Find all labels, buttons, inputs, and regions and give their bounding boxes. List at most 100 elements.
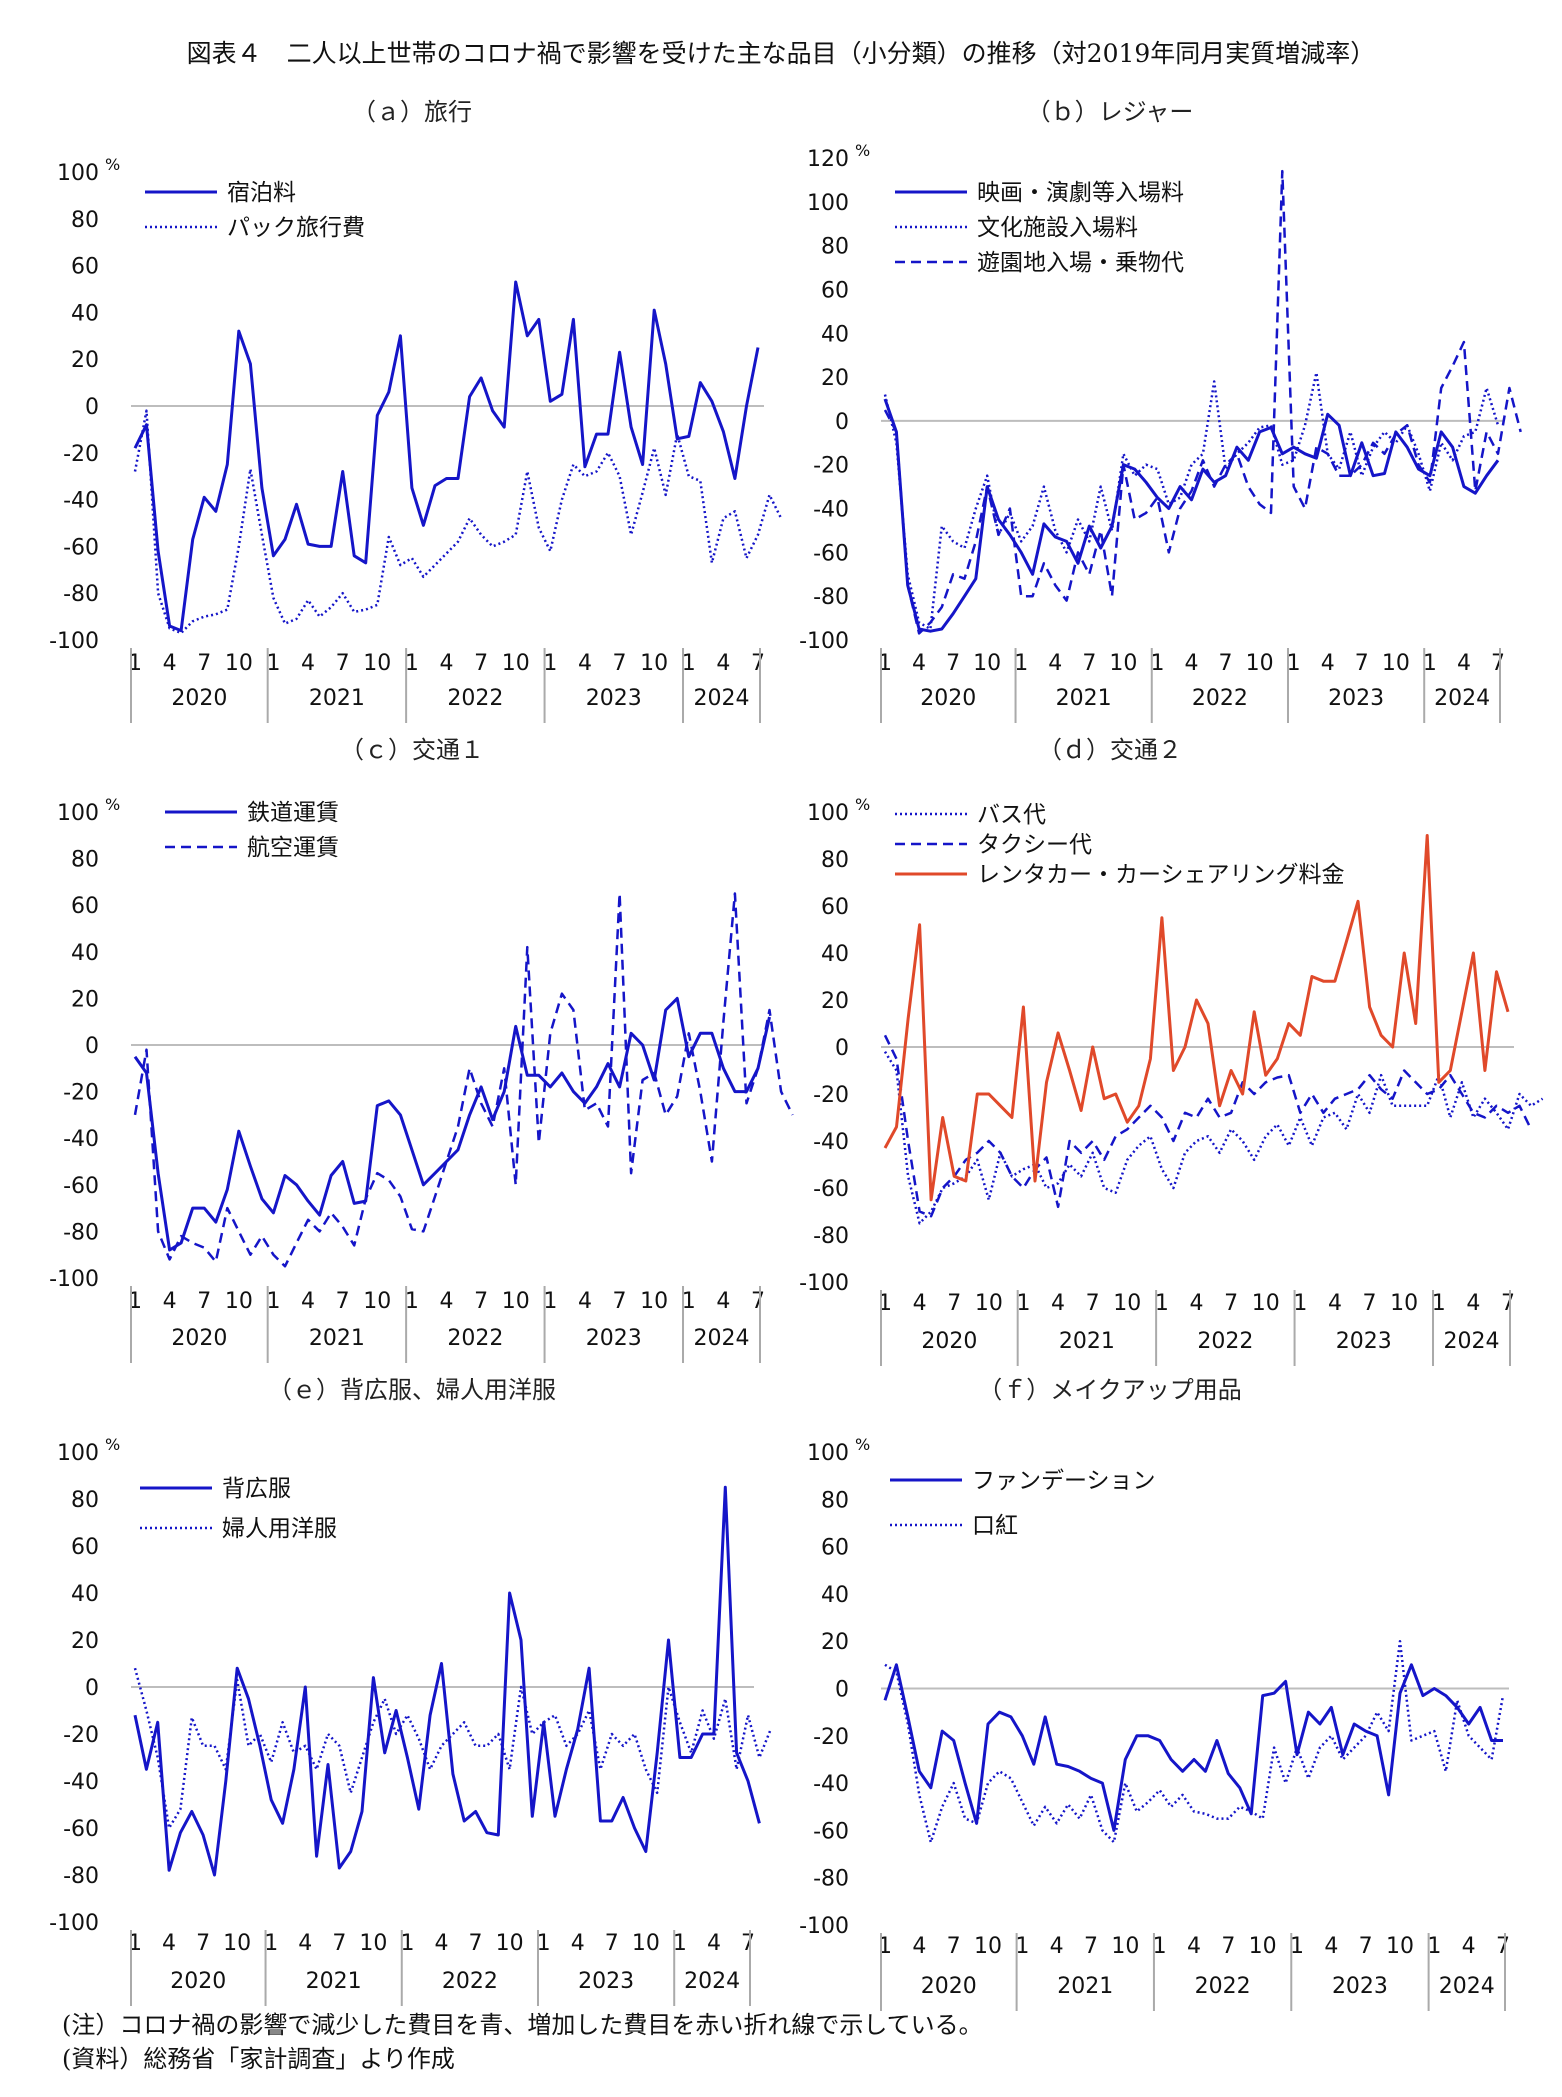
y-tick-label: 20: [821, 989, 849, 1014]
y-tick-label: -80: [813, 1867, 849, 1892]
year-label: 2022: [447, 686, 503, 711]
x-tick-label: 1: [1014, 651, 1028, 676]
x-tick-label: 7: [197, 651, 211, 676]
figure-title: 図表４ 二人以上世帯のコロナ禍で影響を受けた主な品目（小分類）の推移（対2019…: [186, 39, 1376, 68]
x-tick-label: 7: [336, 1289, 350, 1314]
y-tick-label: 80: [71, 1488, 99, 1513]
year-label: 2023: [586, 686, 642, 711]
y-tick-label: 80: [71, 208, 99, 233]
x-tick-label: 1: [1427, 1934, 1441, 1959]
series-line-e-0: [133, 1485, 761, 1877]
y-tick-label: 60: [71, 1535, 99, 1560]
x-tick-label: 1: [405, 1289, 419, 1314]
y-tick-label: 40: [821, 322, 849, 347]
x-tick-label: 7: [613, 1289, 627, 1314]
x-tick-label: 7: [474, 1289, 488, 1314]
year-label: 2024: [694, 686, 750, 711]
y-unit-label: %: [105, 795, 120, 814]
x-tick-label: 1: [543, 651, 557, 676]
series-line-b-1: [883, 371, 1500, 631]
series-line-f-1: [884, 1639, 1505, 1844]
panel-label: （ｅ）背広服、婦人用洋服: [268, 1376, 556, 1404]
year-label: 2020: [170, 1969, 226, 1994]
x-tick-label: 7: [741, 1931, 755, 1956]
x-tick-label: 4: [440, 1289, 454, 1314]
x-tick-label: 1: [682, 651, 696, 676]
series-line-d-0: [883, 1051, 1544, 1225]
x-tick-label: 1: [682, 1289, 696, 1314]
x-tick-label: 7: [1363, 1291, 1377, 1316]
x-tick-label: 10: [974, 1934, 1002, 1959]
y-tick-label: 100: [807, 191, 849, 216]
x-tick-label: 7: [1355, 651, 1369, 676]
x-tick-label: 4: [301, 651, 315, 676]
x-tick-label: 1: [1290, 1934, 1304, 1959]
x-tick-label: 1: [1432, 1291, 1446, 1316]
x-tick-label: 4: [1466, 1291, 1480, 1316]
y-unit-label: %: [855, 795, 870, 814]
series-line-f-0: [883, 1663, 1503, 1832]
year-label: 2021: [309, 686, 365, 711]
x-tick-label: 1: [264, 1931, 278, 1956]
x-tick-label: 7: [196, 1931, 210, 1956]
y-tick-label: 40: [71, 1582, 99, 1607]
x-tick-label: 7: [469, 1931, 483, 1956]
year-label: 2020: [920, 686, 976, 711]
x-tick-label: 7: [1082, 651, 1096, 676]
y-tick-label: 80: [821, 1488, 849, 1513]
year-label: 2023: [1328, 686, 1384, 711]
y-tick-label: -80: [63, 1864, 99, 1889]
legend-label: 宿泊料: [227, 180, 296, 206]
y-unit-label: %: [855, 1435, 870, 1454]
y-tick-label: 100: [57, 1441, 99, 1466]
x-tick-label: 7: [947, 1291, 961, 1316]
x-tick-label: 10: [1246, 651, 1274, 676]
x-tick-label: 4: [707, 1931, 721, 1956]
y-tick-label: 80: [71, 848, 99, 873]
y-tick-label: -100: [49, 1267, 99, 1292]
x-tick-label: 7: [1219, 651, 1233, 676]
year-label: 2022: [442, 1969, 498, 1994]
x-tick-label: 10: [223, 1931, 251, 1956]
x-tick-label: 4: [163, 651, 177, 676]
y-tick-label: -60: [63, 1817, 99, 1842]
x-tick-label: 1: [537, 1931, 551, 1956]
y-unit-label: %: [855, 141, 870, 160]
y-tick-label: 20: [821, 1630, 849, 1655]
series-line-c-1: [133, 892, 794, 1268]
year-label: 2024: [1439, 1974, 1495, 1999]
y-tick-label: 120: [807, 147, 849, 172]
y-tick-label: -40: [813, 1772, 849, 1797]
year-label: 2024: [1444, 1329, 1500, 1354]
panel-label: （ｆ）メイクアップ用品: [978, 1376, 1242, 1404]
x-tick-label: 4: [440, 651, 454, 676]
x-tick-label: 1: [1155, 1291, 1169, 1316]
series-line-b-2: [883, 169, 1522, 635]
y-tick-label: 40: [821, 942, 849, 967]
year-label: 2020: [171, 1326, 227, 1351]
y-tick-label: 100: [807, 801, 849, 826]
x-tick-label: 1: [405, 651, 419, 676]
y-tick-label: -100: [49, 1911, 99, 1936]
y-tick-label: -100: [49, 629, 99, 654]
x-tick-label: 7: [332, 1931, 346, 1956]
y-tick-label: -20: [63, 1081, 99, 1106]
x-tick-label: 7: [1496, 1934, 1510, 1959]
x-tick-label: 10: [1109, 651, 1137, 676]
x-tick-label: 7: [474, 651, 488, 676]
y-tick-label: 80: [821, 235, 849, 260]
legend-label: レンタカー・カーシェアリング料金: [977, 862, 1345, 888]
y-tick-label: 20: [71, 348, 99, 373]
year-label: 2021: [1057, 1974, 1113, 1999]
y-tick-label: 40: [71, 301, 99, 326]
year-label: 2024: [684, 1969, 740, 1994]
x-tick-label: 10: [973, 651, 1001, 676]
x-tick-label: 4: [913, 1291, 927, 1316]
x-tick-label: 4: [162, 1931, 176, 1956]
x-tick-label: 4: [301, 1289, 315, 1314]
legend-label: 遊園地入場・乗物代: [977, 250, 1184, 276]
x-tick-label: 4: [1321, 651, 1335, 676]
y-tick-label: 100: [807, 1441, 849, 1466]
panel-label: （ｃ）交通１: [340, 736, 484, 764]
